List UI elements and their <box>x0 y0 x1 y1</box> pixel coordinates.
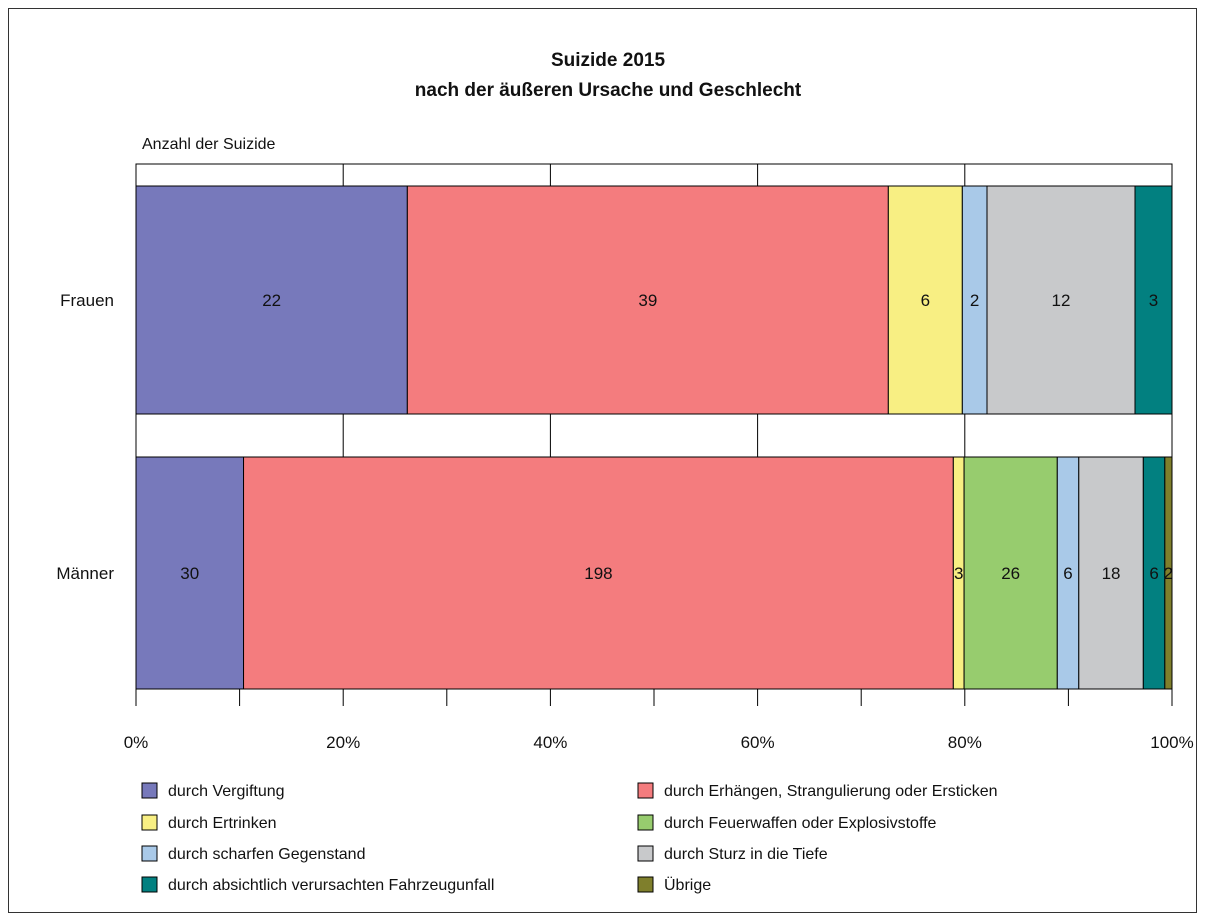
category-label: Männer <box>56 564 114 583</box>
legend-label: durch absichtlich verursachten Fahrzeugu… <box>168 877 494 894</box>
data-label: 39 <box>638 291 657 310</box>
legend-label: durch Ertrinken <box>168 815 277 832</box>
legend: durch Vergiftung durch Erhängen, Strangul… <box>141 782 998 894</box>
legend-swatch <box>141 782 158 799</box>
legend-label: durch Erhängen, Strangulierung oder Erst… <box>664 783 998 800</box>
legend-swatch <box>637 845 654 862</box>
data-label: 6 <box>1149 564 1158 583</box>
bar-segment-maenner-durch-erhaengen-strangulierung-oder-ersticken <box>243 456 954 690</box>
bar-segment-frauen-durch-vergiftung <box>135 185 408 415</box>
x-tick-label: 100% <box>1150 733 1193 752</box>
category-label: Frauen <box>60 291 114 310</box>
x-tick-label: 80% <box>948 733 982 752</box>
legend-swatch <box>141 814 158 831</box>
data-label: 2 <box>1164 564 1173 583</box>
bar-segment-maenner-durch-feuerwaffen-oder-explosivstoffe <box>963 456 1058 690</box>
chart-frame <box>8 8 1197 913</box>
bar-segment-frauen-durch-erhaengen-strangulierung-oder-ersticken <box>406 185 889 415</box>
legend-swatch <box>637 782 654 799</box>
data-label: 26 <box>1001 564 1020 583</box>
legend-label: durch Vergiftung <box>168 783 285 800</box>
legend-swatch <box>637 814 654 831</box>
data-label: 3 <box>1149 291 1158 310</box>
chart-subtitle: nach der äußeren Ursache und Geschlecht <box>415 80 802 101</box>
data-label: 22 <box>262 291 281 310</box>
legend-swatch <box>141 876 158 893</box>
data-label: 198 <box>584 564 612 583</box>
x-tick-label: 60% <box>741 733 775 752</box>
data-label: 30 <box>180 564 199 583</box>
x-tick-label: 40% <box>533 733 567 752</box>
x-tick-label: 20% <box>326 733 360 752</box>
legend-swatch <box>141 845 158 862</box>
bar-segment-frauen-durch-scharfen-gegenstand <box>961 185 988 415</box>
data-label: 18 <box>1102 564 1121 583</box>
data-label: 12 <box>1052 291 1071 310</box>
legend-swatch <box>637 876 654 893</box>
legend-label: Übrige <box>664 876 711 894</box>
data-label: 6 <box>921 291 930 310</box>
x-tick-label: 0% <box>124 733 149 752</box>
legend-label: durch scharfen Gegenstand <box>168 846 365 863</box>
y-axis-label: Anzahl der Suizide <box>142 136 276 153</box>
data-label: 3 <box>954 564 963 583</box>
legend-label: durch Sturz in die Tiefe <box>664 846 828 863</box>
chart-title: Suizide 2015 <box>551 50 665 71</box>
data-label: 6 <box>1063 564 1072 583</box>
bar-segment-maenner-durch-sturz-in-die-tiefe <box>1078 456 1144 690</box>
data-label: 2 <box>970 291 979 310</box>
legend-label: durch Feuerwaffen oder Explosivstoffe <box>664 815 937 832</box>
